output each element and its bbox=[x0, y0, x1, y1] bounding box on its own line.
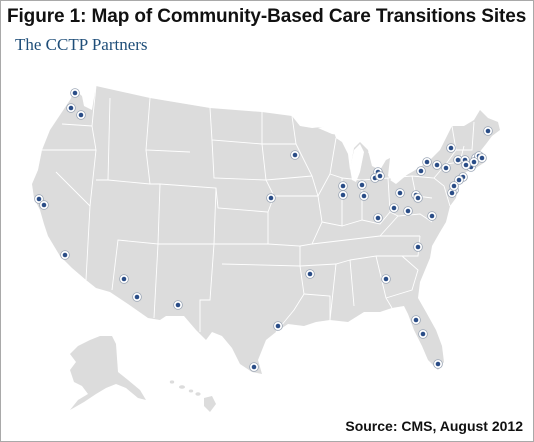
site-marker-icon bbox=[422, 157, 432, 167]
site-marker-icon bbox=[418, 329, 428, 339]
site-marker-icon bbox=[119, 274, 129, 284]
site-marker-icon bbox=[483, 126, 493, 136]
site-marker-icon bbox=[447, 188, 457, 198]
site-marker-icon bbox=[76, 110, 86, 120]
site-marker-icon bbox=[433, 359, 443, 369]
lake-superior bbox=[318, 124, 348, 136]
hawaii bbox=[169, 380, 216, 412]
figure-subtitle: The CCTP Partners bbox=[15, 35, 148, 54]
site-marker-icon bbox=[427, 211, 437, 221]
site-marker-icon bbox=[416, 166, 426, 176]
care-transition-sites bbox=[34, 88, 493, 372]
figure-title: Figure 1: Map of Community-Based Care Tr… bbox=[7, 6, 527, 27]
state-borders bbox=[40, 85, 475, 333]
site-marker-icon bbox=[173, 300, 183, 310]
site-marker-icon bbox=[266, 193, 276, 203]
source-caption: Source: CMS, August 2012 bbox=[345, 418, 523, 434]
site-marker-icon bbox=[249, 362, 259, 372]
site-marker-icon bbox=[305, 269, 315, 279]
site-marker-icon bbox=[403, 206, 413, 216]
site-marker-icon bbox=[441, 163, 451, 173]
site-marker-icon bbox=[411, 315, 421, 325]
site-marker-icon bbox=[375, 171, 385, 181]
site-marker-icon bbox=[413, 242, 423, 252]
site-marker-icon bbox=[395, 188, 405, 198]
site-marker-icon bbox=[60, 250, 70, 260]
site-marker-icon bbox=[338, 181, 348, 191]
site-marker-icon bbox=[461, 160, 471, 170]
site-marker-icon bbox=[432, 160, 442, 170]
alaska bbox=[70, 336, 146, 410]
site-marker-icon bbox=[290, 150, 300, 160]
site-marker-icon bbox=[273, 321, 283, 331]
lake-michigan bbox=[350, 144, 364, 182]
site-marker-icon bbox=[477, 153, 487, 163]
site-marker-icon bbox=[359, 191, 369, 201]
site-marker-icon bbox=[338, 190, 348, 200]
site-marker-icon bbox=[70, 88, 80, 98]
site-marker-icon bbox=[389, 203, 399, 213]
site-marker-icon bbox=[469, 157, 479, 167]
lake-huron bbox=[368, 148, 380, 164]
site-marker-icon bbox=[357, 180, 367, 190]
site-marker-icon bbox=[381, 274, 391, 284]
lake-erie bbox=[390, 172, 408, 184]
site-marker-icon bbox=[373, 213, 383, 223]
site-marker-icon bbox=[449, 181, 459, 191]
site-marker-icon bbox=[413, 193, 423, 203]
site-marker-icon bbox=[446, 143, 456, 153]
site-marker-icon bbox=[39, 200, 49, 210]
us-landmass bbox=[32, 86, 500, 374]
site-marker-icon bbox=[132, 292, 142, 302]
site-marker-icon bbox=[66, 103, 76, 113]
